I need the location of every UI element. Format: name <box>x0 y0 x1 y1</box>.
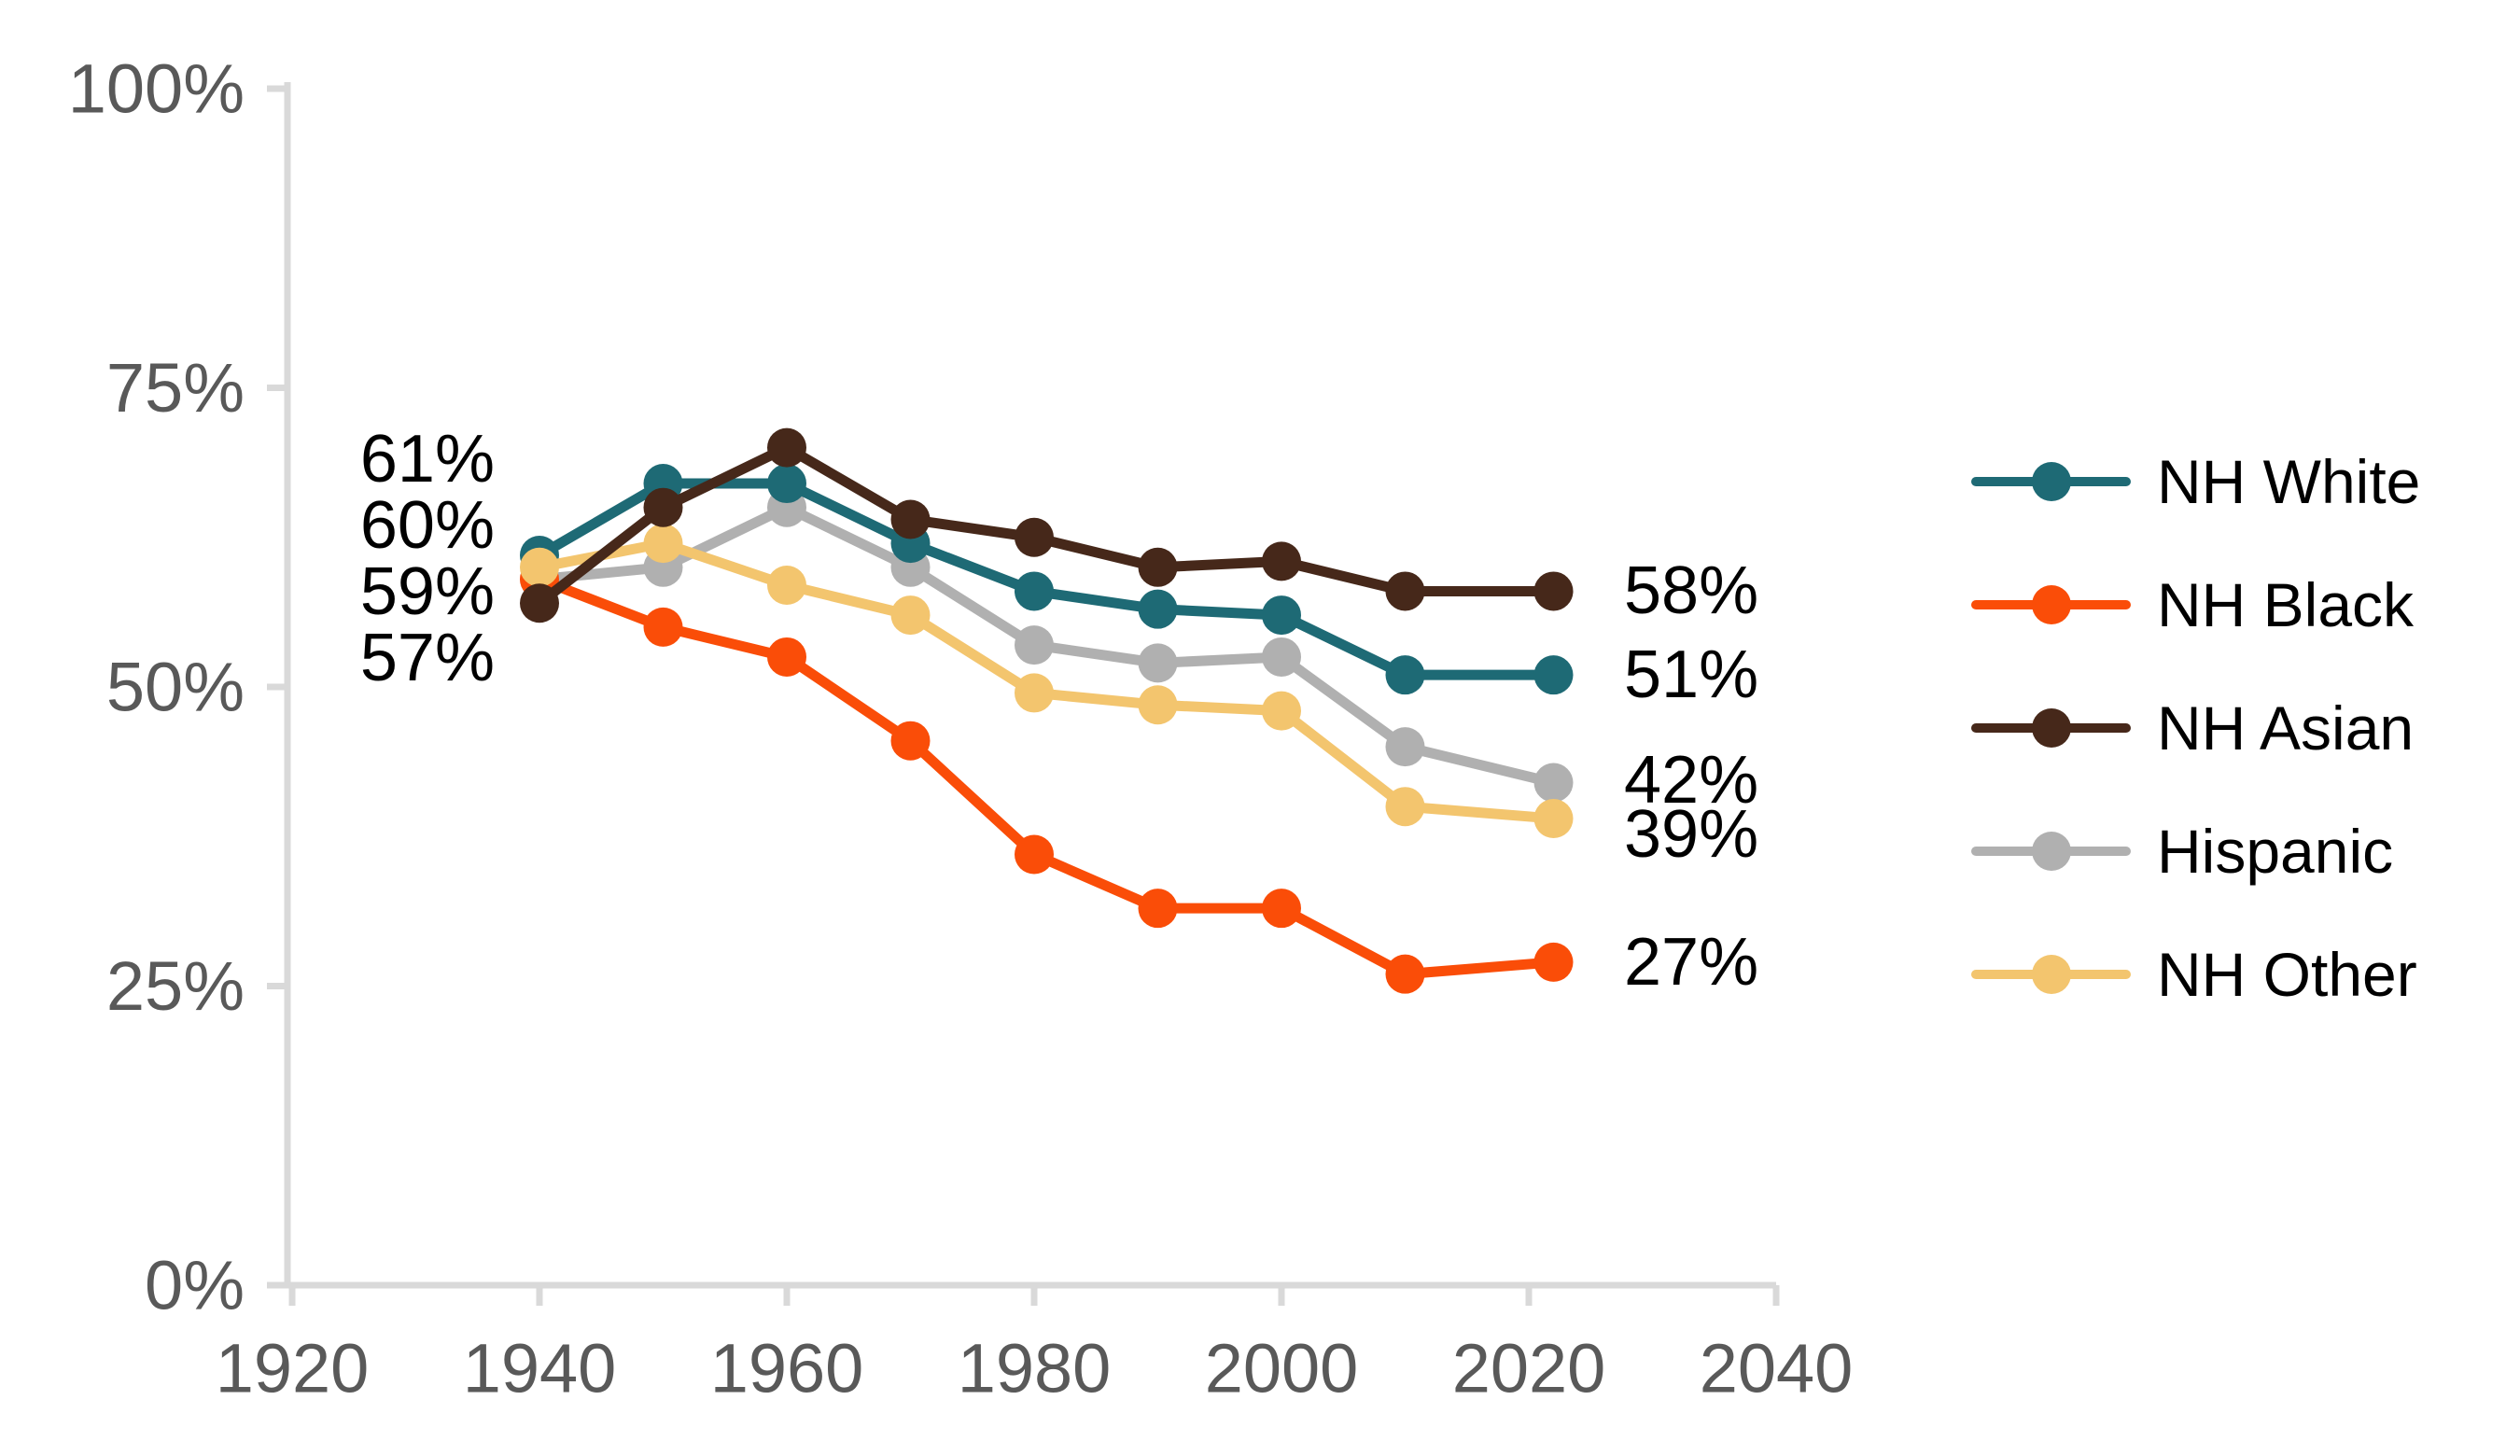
series-marker-nh-black-1960 <box>767 637 806 677</box>
series-marker-nh-black-1950 <box>643 607 683 647</box>
series-marker-nh-asian-1940 <box>520 583 559 623</box>
series-marker-nh-white-2010 <box>1385 655 1425 695</box>
legend-marker-icon <box>2031 955 2071 994</box>
legend-line-dot-swatch <box>1971 708 2131 748</box>
series-marker-nh-black-2010 <box>1385 954 1425 994</box>
x-tick-label: 1940 <box>463 1330 617 1407</box>
legend-label: NH Asian <box>2157 693 2415 763</box>
legend-label: NH White <box>2157 447 2421 516</box>
series-marker-nh-other-2010 <box>1385 787 1425 827</box>
legend-item-nh-white: NH White <box>1971 420 2420 543</box>
legend-item-nh-asian: NH Asian <box>1971 666 2420 790</box>
legend-label: NH Black <box>2157 570 2415 639</box>
series-marker-hispanic-2010 <box>1385 727 1425 767</box>
y-tick-label: 50% <box>106 649 245 726</box>
legend-marker-icon <box>2031 708 2071 748</box>
legend-item-nh-other: NH Other <box>1971 913 2420 1036</box>
series-marker-hispanic-2000 <box>1262 637 1301 677</box>
legend-marker-icon <box>2031 585 2071 624</box>
legend-line-dot-swatch <box>1971 955 2131 994</box>
legend-marker-icon <box>2031 832 2071 871</box>
series-marker-nh-white-1980 <box>1015 571 1054 611</box>
x-tick-label: 2040 <box>1700 1330 1854 1407</box>
legend-line-dot-swatch <box>1971 585 2131 624</box>
series-marker-nh-other-1950 <box>643 524 683 564</box>
series-marker-nh-asian-2010 <box>1385 571 1425 611</box>
y-tick-label: 100% <box>68 50 245 128</box>
end-value-label: 27% <box>1624 925 1758 1000</box>
start-value-label: 57% <box>360 621 495 695</box>
series-marker-nh-asian-1980 <box>1015 517 1054 557</box>
series-marker-nh-black-2022 <box>1533 942 1574 982</box>
series-marker-nh-asian-1970 <box>890 499 931 539</box>
series-marker-hispanic-2022 <box>1533 763 1574 803</box>
start-value-label: 59% <box>360 554 495 629</box>
end-value-label: 42% <box>1624 743 1758 818</box>
x-tick-label: 2000 <box>1205 1330 1359 1407</box>
legend-item-hispanic: Hispanic <box>1971 790 2420 913</box>
series-marker-nh-asian-2000 <box>1262 541 1301 581</box>
series-marker-nh-asian-1990 <box>1138 547 1178 587</box>
legend-label: NH Other <box>2157 940 2417 1009</box>
series-marker-nh-asian-2022 <box>1533 571 1574 611</box>
legend-line-dot-swatch <box>1971 462 2131 501</box>
series-marker-hispanic-1980 <box>1015 625 1054 665</box>
end-value-label: 39% <box>1624 797 1758 872</box>
x-tick-label: 2020 <box>1452 1330 1606 1407</box>
series-marker-nh-black-1990 <box>1138 889 1178 929</box>
series-marker-nh-other-2022 <box>1533 799 1574 839</box>
series-marker-nh-asian-1960 <box>767 427 806 468</box>
x-tick-label: 1960 <box>710 1330 864 1407</box>
x-tick-label: 1920 <box>216 1330 370 1407</box>
series-marker-nh-white-2022 <box>1533 655 1574 695</box>
x-tick-label: 1980 <box>958 1330 1112 1407</box>
legend-item-nh-black: NH Black <box>1971 543 2420 666</box>
end-value-label: 51% <box>1624 637 1758 712</box>
start-value-label: 61% <box>360 422 495 497</box>
series-marker-nh-other-1940 <box>520 547 559 587</box>
legend-label: Hispanic <box>2157 817 2394 886</box>
series-marker-nh-white-1990 <box>1138 589 1178 629</box>
legend-marker-icon <box>2031 462 2071 501</box>
series-marker-nh-asian-1950 <box>643 487 683 527</box>
series-marker-nh-black-2000 <box>1262 889 1301 929</box>
series-marker-nh-other-1980 <box>1015 673 1054 713</box>
end-value-label: 58% <box>1624 553 1758 628</box>
y-tick-label: 75% <box>106 349 245 427</box>
legend: NH White NH Black NH Asian Hispanic NH O… <box>1971 420 2420 1036</box>
series-marker-nh-other-2000 <box>1262 691 1301 731</box>
series-marker-nh-other-1960 <box>767 566 806 606</box>
start-value-label: 60% <box>360 488 495 563</box>
series-marker-nh-black-1970 <box>890 721 931 761</box>
series-marker-nh-black-1980 <box>1015 834 1054 875</box>
y-tick-label: 0% <box>145 1247 245 1324</box>
series-marker-nh-other-1990 <box>1138 685 1178 725</box>
series-marker-nh-white-2000 <box>1262 595 1301 636</box>
y-tick-label: 25% <box>106 947 245 1025</box>
series-marker-hispanic-1990 <box>1138 643 1178 683</box>
series-marker-nh-white-1960 <box>767 464 806 504</box>
legend-line-dot-swatch <box>1971 832 2131 871</box>
series-marker-nh-other-1970 <box>890 595 931 636</box>
